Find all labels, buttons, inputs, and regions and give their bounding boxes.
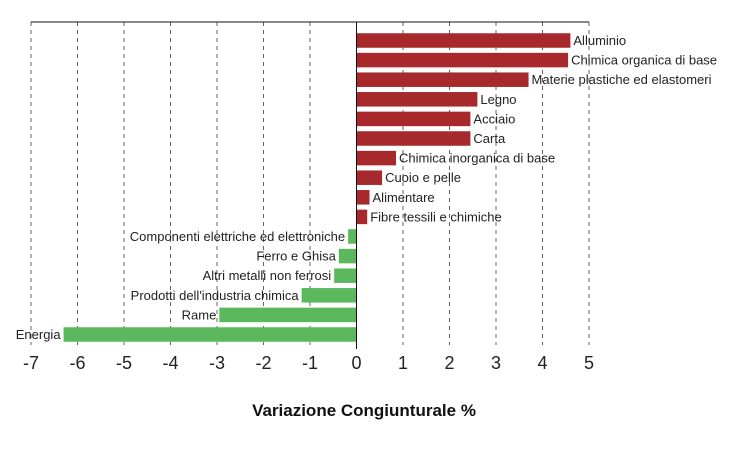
x-tick-label: -7 — [23, 353, 39, 373]
x-tick-label: 5 — [584, 353, 594, 373]
bar — [301, 288, 357, 303]
label-layer: Alluminio Chimica organica di base Materie… — [16, 33, 717, 373]
category-label: Carta — [473, 131, 506, 146]
bar — [219, 307, 357, 323]
x-tick-label: -3 — [209, 353, 225, 373]
category-label: Componenti elettriche ed elettroniche — [130, 229, 345, 244]
x-tick-label: 4 — [537, 353, 547, 373]
bar — [63, 327, 357, 342]
bar — [356, 150, 397, 166]
category-label: Chimica organica di base — [571, 53, 717, 68]
bar — [348, 229, 357, 244]
bar — [356, 111, 471, 127]
bar — [356, 52, 569, 68]
category-label: Rame — [182, 307, 217, 322]
x-tick-label: -6 — [69, 353, 85, 373]
x-tick-label: -1 — [302, 353, 318, 373]
bar — [356, 33, 571, 48]
x-tick-label: 1 — [398, 353, 408, 373]
category-label: Alimentare — [373, 190, 435, 205]
x-tick-label: -5 — [116, 353, 132, 373]
category-label: Chimica inorganica di base — [399, 151, 555, 166]
category-label: Altri metalli non ferrosi — [203, 268, 332, 283]
x-tick-label: 2 — [444, 353, 454, 373]
category-label: Legno — [480, 92, 516, 107]
category-label: Prodotti dell'industria chimica — [131, 288, 300, 303]
category-label: Cuoio e pelle — [385, 170, 461, 185]
bar — [356, 92, 478, 107]
bar — [338, 248, 357, 264]
grid-layer — [30, 22, 590, 345]
bar — [356, 131, 471, 146]
x-tick-label: -2 — [255, 353, 271, 373]
x-tick-label: 0 — [351, 353, 361, 373]
x-tick-label: -4 — [162, 353, 178, 373]
category-label: Energia — [16, 327, 62, 342]
bar-layer — [63, 33, 571, 342]
category-label: Acciaio — [473, 111, 515, 126]
x-tick-label: 3 — [491, 353, 501, 373]
category-label: Materie plastiche ed elastomeri — [532, 72, 712, 87]
bar — [356, 209, 368, 225]
bar — [356, 190, 370, 205]
x-axis-title: Variazione Congiunturale % — [252, 401, 476, 420]
category-label: Fibre tessili e chimiche — [370, 209, 502, 224]
category-label: Alluminio — [573, 33, 626, 48]
bar — [356, 170, 383, 185]
category-label: Ferro e Ghisa — [256, 249, 336, 264]
axis-layer — [31, 21, 589, 349]
bar — [334, 268, 357, 283]
bar — [356, 72, 529, 87]
